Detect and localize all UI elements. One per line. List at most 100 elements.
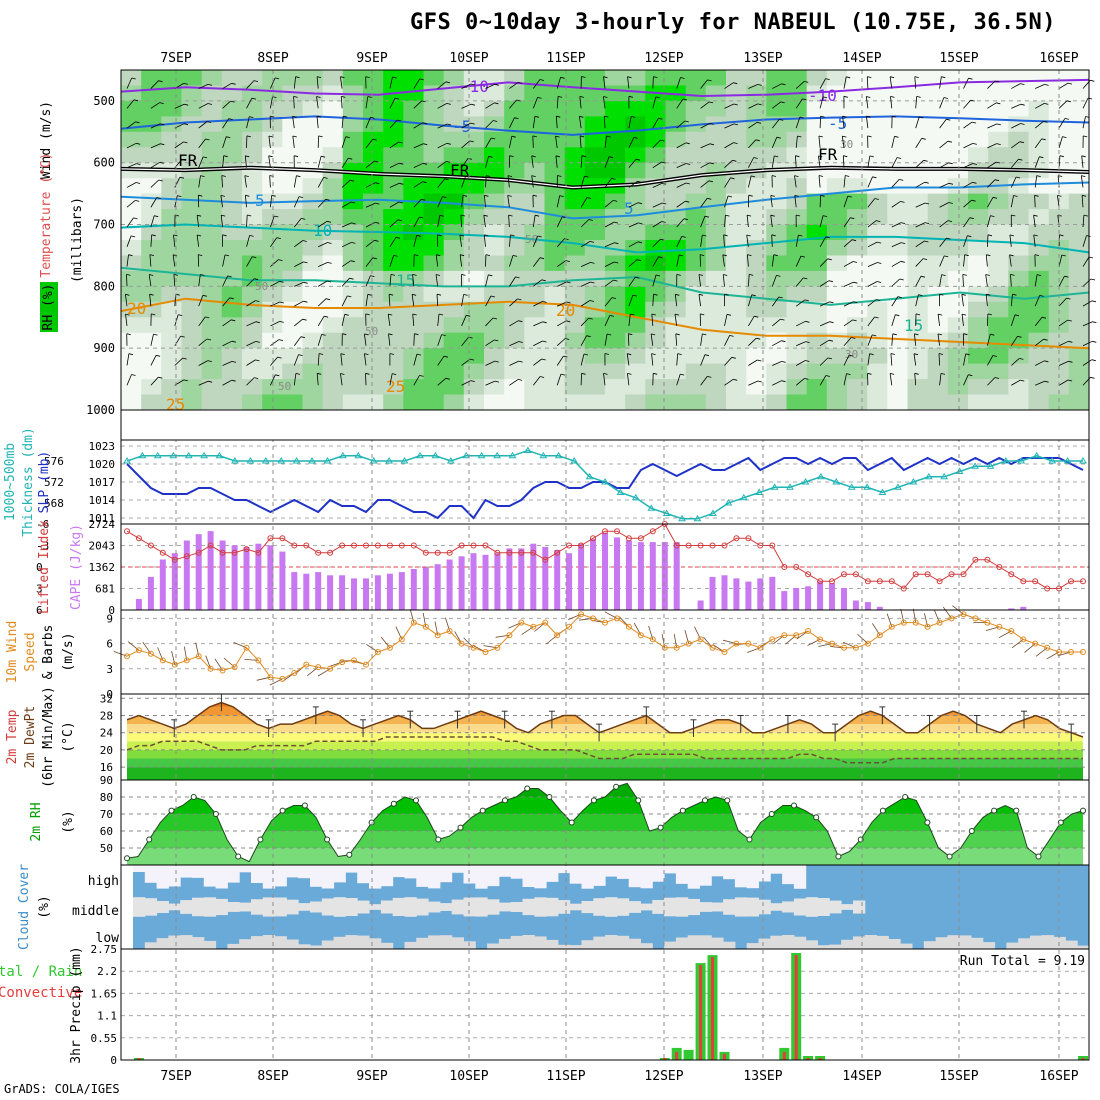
wind-barb	[532, 79, 541, 89]
wind-speed-marker	[936, 619, 943, 626]
li-marker	[482, 542, 489, 549]
rh-cell	[746, 178, 767, 195]
rh-cell	[201, 70, 223, 87]
rh-marker	[1057, 819, 1064, 826]
cape-bar	[614, 537, 620, 610]
rh-cell	[625, 70, 646, 87]
rh-cell	[968, 379, 989, 396]
cape-bar	[697, 600, 704, 610]
precip-total-bar	[683, 1049, 694, 1060]
thickness-marker	[138, 451, 147, 459]
wind-barb-flag	[278, 259, 283, 261]
wind-barb-flag	[682, 98, 688, 101]
wind-barb-flag	[563, 355, 568, 358]
wind-barb-flag	[1066, 100, 1071, 103]
wind-barb-flag	[961, 293, 966, 296]
wind-barb-flag	[1009, 234, 1014, 237]
wind-barb	[222, 155, 225, 168]
rh-cell	[363, 394, 384, 411]
rh-cell	[705, 270, 727, 287]
wind-barb-flag	[633, 137, 638, 139]
wind-barb	[1082, 278, 1092, 287]
rh-cell	[806, 270, 828, 287]
wind-barb	[724, 177, 731, 188]
wind-barb-flag	[1010, 274, 1015, 276]
wind-barb	[126, 353, 130, 366]
wind-barb-flag	[447, 123, 452, 126]
wind-barb-flag	[1018, 158, 1023, 161]
rh-cell	[867, 162, 888, 179]
thickness-marker	[246, 457, 255, 464]
rh-cell	[947, 317, 969, 334]
rh-cell	[847, 270, 868, 287]
wind-barb-flag	[398, 201, 403, 204]
rh-cell	[121, 270, 142, 287]
rh-cell	[766, 270, 788, 287]
li-marker	[339, 542, 346, 549]
rh-cell	[423, 332, 445, 349]
li-marker	[793, 564, 800, 570]
rh-cell	[867, 394, 888, 411]
rh-cell	[201, 394, 223, 411]
cloud-mid	[498, 902, 512, 912]
wind-barb	[461, 122, 471, 129]
rh-cell	[322, 270, 344, 287]
rh-cell	[1068, 193, 1090, 210]
rh-cell	[1008, 224, 1030, 241]
rh-cell	[181, 147, 203, 164]
wind-barb	[413, 333, 415, 346]
rh-cell	[383, 379, 404, 396]
cape-bar	[291, 572, 298, 610]
rh-cell	[242, 270, 263, 287]
rh-cell	[907, 348, 929, 365]
wind-barb-flag	[781, 380, 786, 383]
cloud-low	[935, 937, 948, 949]
rh-cell	[141, 193, 162, 210]
wind-barb	[411, 294, 415, 307]
wind-speed-marker	[960, 611, 967, 618]
cloud-high	[133, 865, 146, 872]
contour-label: FR	[178, 151, 198, 170]
wind-barb	[1034, 156, 1040, 168]
precip-unit: 3hr Precip (mm)	[69, 946, 84, 1063]
rh-cell	[504, 147, 525, 164]
wind-barb-flag	[321, 334, 326, 336]
wind-barb	[987, 161, 997, 169]
rh-cell	[242, 147, 263, 164]
rh-cell	[625, 363, 646, 380]
thickness-marker	[354, 451, 363, 459]
wind-barb-flag	[347, 295, 352, 298]
wind-barb-flag	[275, 77, 280, 80]
wind-barb-flag	[900, 260, 905, 263]
rh-cell	[625, 240, 646, 257]
wind-barb-flag	[518, 379, 523, 381]
wind-barb	[413, 199, 422, 208]
wind-barb	[125, 314, 128, 326]
rh-cell	[161, 332, 183, 349]
wind-barb	[580, 219, 590, 228]
pressure-tick-label: 600	[93, 156, 115, 170]
wind-barb	[771, 234, 773, 247]
wind-barb	[939, 373, 942, 386]
wind-barb	[268, 155, 271, 168]
rh-cell	[1008, 379, 1030, 396]
wind-barb-flag	[295, 76, 300, 79]
wind-barb-flag	[507, 175, 513, 177]
wind-barb-flag	[301, 218, 306, 220]
wind-speed-marker	[171, 661, 178, 668]
rh-cell	[363, 147, 384, 164]
wind-barb	[196, 215, 200, 228]
wind-barb	[628, 222, 639, 228]
rh-cell	[806, 85, 828, 102]
cape-bar	[649, 542, 656, 610]
temp-band	[127, 741, 1083, 750]
wind-barb	[270, 195, 273, 208]
rh-cell	[443, 209, 465, 226]
wind-barb	[413, 78, 421, 89]
wind-barb-flag	[252, 256, 257, 259]
wind-barb	[818, 155, 821, 168]
wind-barb-flag	[437, 234, 442, 237]
wind-barb	[460, 214, 462, 228]
cloud-mid	[723, 899, 736, 915]
rh-cell	[584, 193, 606, 210]
